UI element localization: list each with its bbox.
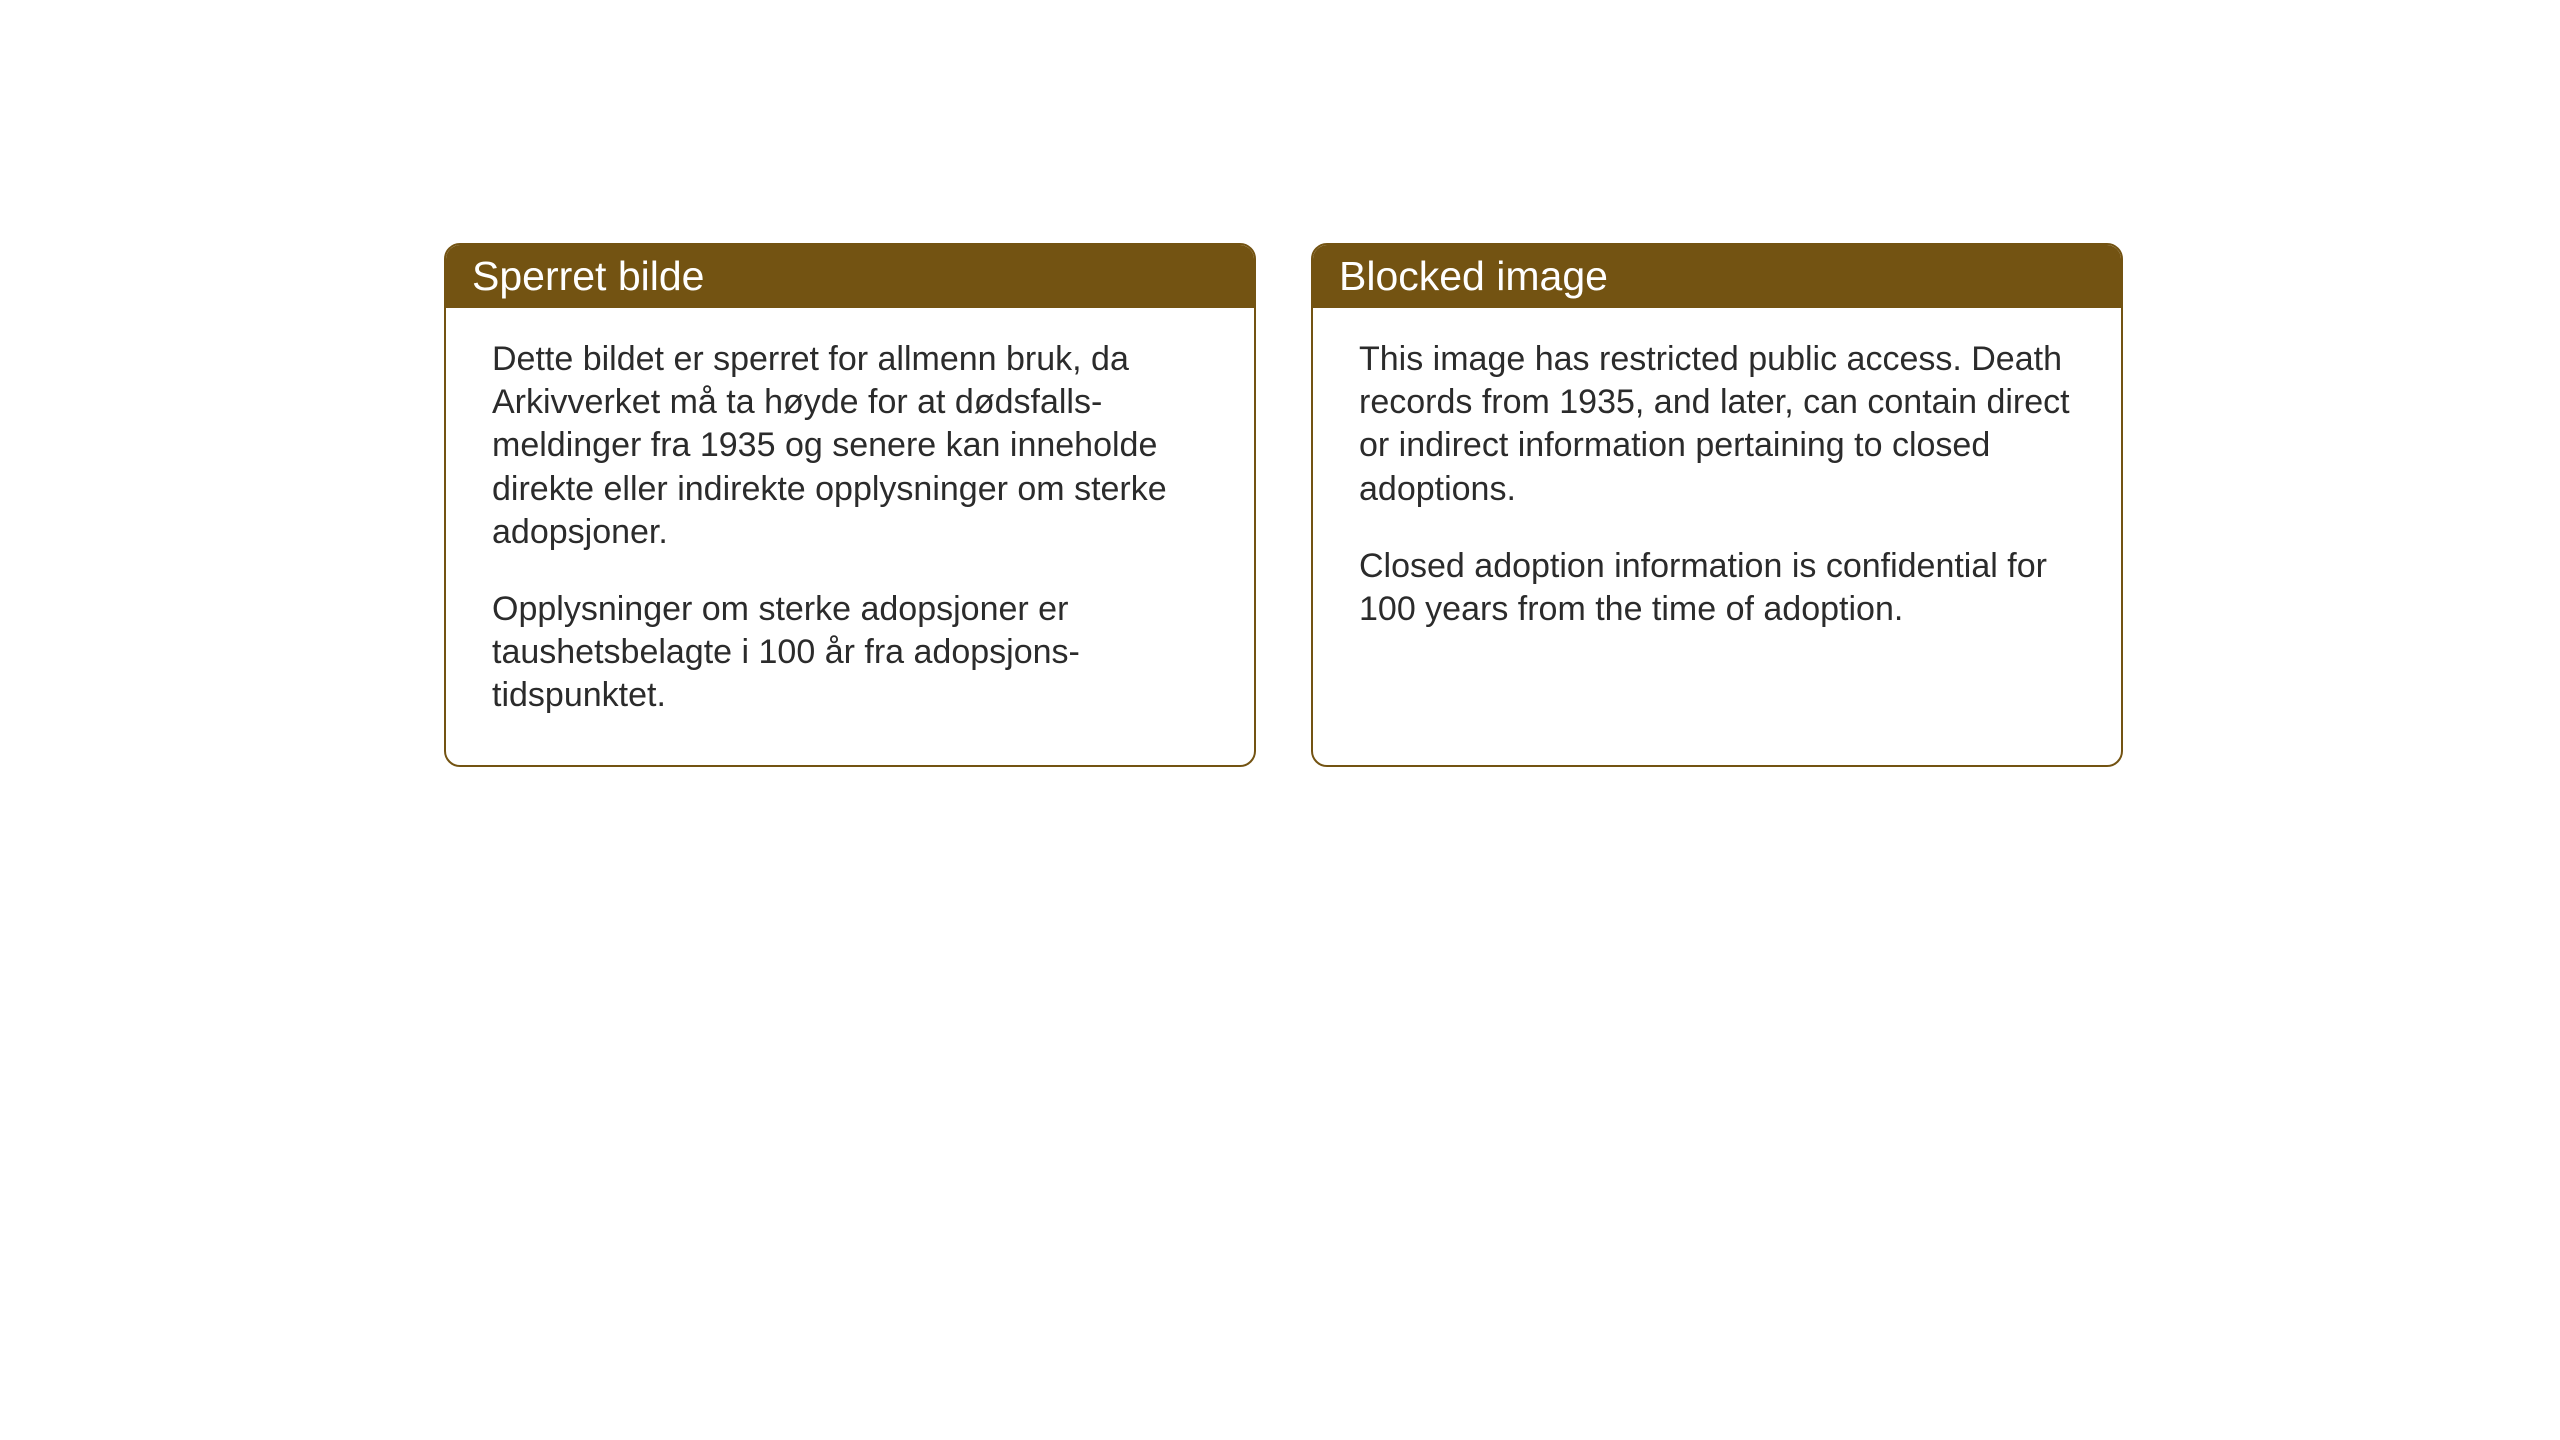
notice-paragraph: Opplysninger om sterke adopsjoner er tau… — [492, 588, 1208, 718]
card-body-english: This image has restricted public access.… — [1313, 308, 2121, 679]
notice-paragraph: This image has restricted public access.… — [1359, 338, 2075, 511]
card-body-norwegian: Dette bildet er sperret for allmenn bruk… — [446, 308, 1254, 765]
notice-container: Sperret bilde Dette bildet er sperret fo… — [444, 243, 2123, 767]
notice-card-english: Blocked image This image has restricted … — [1311, 243, 2123, 767]
notice-card-norwegian: Sperret bilde Dette bildet er sperret fo… — [444, 243, 1256, 767]
card-header-norwegian: Sperret bilde — [446, 245, 1254, 308]
card-title: Sperret bilde — [472, 253, 704, 299]
card-title: Blocked image — [1339, 253, 1608, 299]
notice-paragraph: Closed adoption information is confident… — [1359, 545, 2075, 631]
card-header-english: Blocked image — [1313, 245, 2121, 308]
notice-paragraph: Dette bildet er sperret for allmenn bruk… — [492, 338, 1208, 554]
